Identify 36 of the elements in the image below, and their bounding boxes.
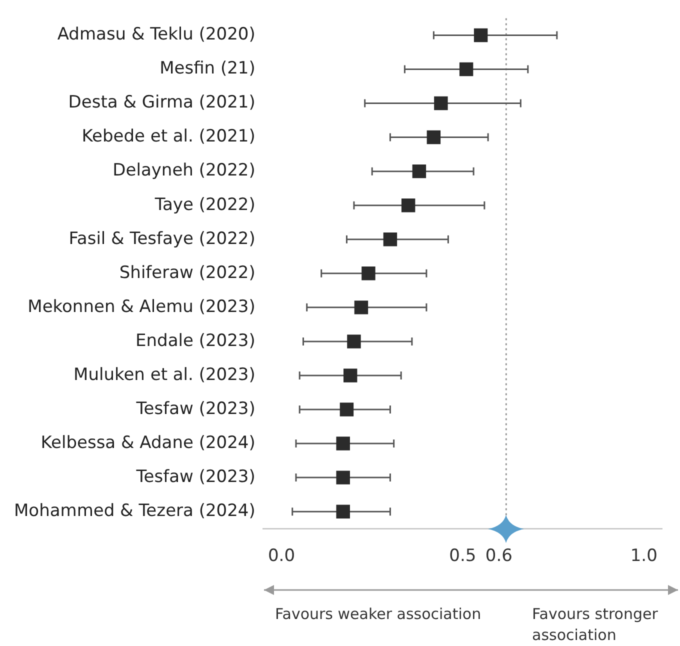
x-tick-label: 0.0 [268, 546, 296, 566]
point [412, 164, 426, 178]
text: Favours stronger association [532, 604, 659, 646]
point [336, 504, 350, 518]
y-tick-label: Mekonnen & Alemu (2023) [28, 296, 256, 317]
y-tick-label: Tesfaw (2023) [135, 466, 256, 487]
point [336, 470, 350, 484]
y-tick-label: Mohammed & Tezera (2024) [14, 501, 256, 522]
x-tick-label: 0.6 [485, 546, 512, 566]
y-tick-label: Fasil & Tesfaye (2022) [68, 228, 256, 249]
y-tick-label: Kelbessa & Adane (2024) [40, 432, 256, 453]
point [401, 198, 416, 212]
point [354, 300, 368, 314]
y-tick-label: Desta & Girma (2021) [68, 92, 256, 113]
y-tick-label: Admasu & Teklu (2020) [57, 24, 256, 45]
point [426, 130, 441, 144]
point [434, 96, 448, 110]
y-tick-label: Mesfin (21) [160, 58, 256, 79]
text: Favours weaker association [275, 604, 482, 625]
y-tick-label: Shiferaw (2022) [119, 262, 256, 283]
point [343, 368, 358, 382]
point [340, 402, 354, 416]
point [336, 436, 350, 450]
x-tick-label: 0.5 [449, 546, 476, 566]
y-tick-label: Taye (2022) [154, 194, 256, 215]
y-tick-label: Kebede et al. (2021) [82, 126, 256, 147]
point [362, 266, 376, 280]
point [459, 62, 474, 76]
point [474, 28, 488, 42]
y-tick-label: Endale (2023) [136, 330, 256, 351]
y-tick-label: Delayneh (2022) [112, 160, 256, 181]
y-tick-label: Muluken et al. (2023) [74, 364, 256, 385]
x-tick-label: 1.0 [630, 546, 658, 566]
point [347, 334, 361, 348]
point [383, 232, 398, 246]
y-tick-label: Tesfaw (2023) [135, 398, 256, 419]
